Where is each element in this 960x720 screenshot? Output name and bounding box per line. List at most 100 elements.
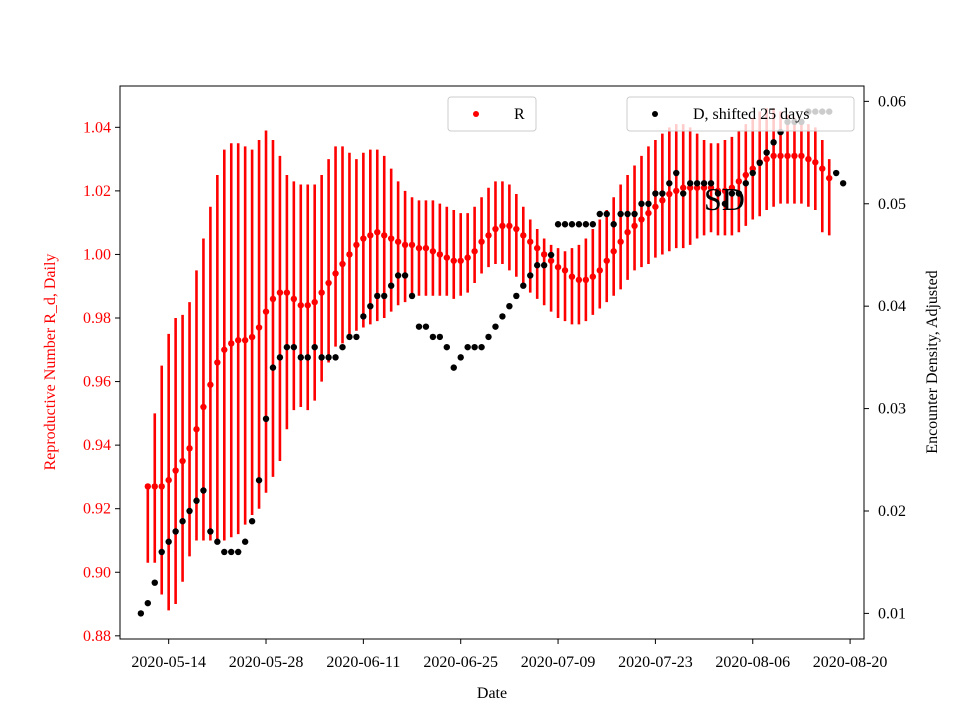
d-point <box>735 190 743 197</box>
r-point <box>381 232 388 239</box>
y-left-tick-label: 0.90 <box>83 564 111 581</box>
y-left-tick-label: 0.92 <box>83 501 111 518</box>
y-left-axis-ticks: 0.88 0.90 0.92 0.94 0.96 0.98 1.00 1.02 1.04 <box>83 119 120 645</box>
r-point <box>179 457 186 465</box>
y-left-tick-label: 1.00 <box>83 246 111 263</box>
r-point <box>394 238 402 245</box>
r-point <box>631 222 638 230</box>
d-point <box>464 343 471 351</box>
legend-d: D, shifted 25 days <box>626 96 855 132</box>
d-point-layer <box>137 108 847 617</box>
d-point <box>207 528 214 535</box>
y-right-tick-label: 0.06 <box>878 93 906 110</box>
d-point <box>394 272 402 279</box>
d-point <box>304 354 311 361</box>
d-point <box>318 354 325 361</box>
plot-frame <box>119 85 865 640</box>
legend-r-label: R <box>514 106 525 123</box>
r-point <box>554 263 562 271</box>
d-point <box>283 343 291 351</box>
d-point <box>165 538 172 545</box>
r-point <box>707 184 715 191</box>
r-point <box>248 333 256 341</box>
y-right-axis-label: Encounter Density, Adjusted <box>924 270 941 453</box>
r-point <box>283 289 291 296</box>
d-point <box>374 292 381 300</box>
r-point <box>478 238 485 245</box>
d-point <box>561 221 569 228</box>
r-point <box>819 165 826 172</box>
x-axis-ticks: 2020-05-14 2020-05-28 2020-06-11 2020-06-25… <box>131 639 887 671</box>
d-point <box>179 518 186 525</box>
r-point <box>666 190 673 198</box>
d-point <box>346 333 353 341</box>
x-tick-label: 2020-08-20 <box>813 654 888 671</box>
d-point <box>221 548 228 556</box>
d-point <box>186 507 193 515</box>
r-point <box>422 244 430 252</box>
d-point <box>749 169 756 177</box>
legend-d-label: D, shifted 25 days <box>693 106 809 123</box>
d-point <box>673 169 680 177</box>
d-point <box>631 210 638 218</box>
d-point <box>589 221 597 228</box>
r-point <box>798 152 805 160</box>
r-point <box>360 235 367 242</box>
r-point <box>297 302 304 309</box>
r-point <box>221 346 228 353</box>
r-point <box>241 337 249 344</box>
y-left-tick-label: 1.04 <box>83 119 111 136</box>
d-point <box>547 251 555 259</box>
r-point <box>353 241 360 249</box>
r-point <box>527 238 534 245</box>
d-point <box>624 210 631 218</box>
r-point <box>791 152 798 160</box>
r-point <box>742 171 749 179</box>
y-left-tick-label: 0.96 <box>83 374 111 391</box>
r-point <box>311 298 318 306</box>
r-point <box>575 276 583 284</box>
d-point <box>325 354 332 361</box>
y-right-tick-label: 0.05 <box>878 196 906 213</box>
d-point <box>666 180 673 187</box>
d-point <box>172 528 179 535</box>
r-point <box>561 267 569 274</box>
d-point <box>707 180 715 187</box>
r-point <box>158 483 165 490</box>
d-point <box>241 538 249 545</box>
r-point <box>728 184 736 191</box>
x-tick-label: 2020-08-06 <box>715 654 790 671</box>
x-tick-label: 2020-06-25 <box>423 654 498 671</box>
x-tick-label: 2020-07-23 <box>618 654 693 671</box>
y-right-tick-label: 0.04 <box>878 298 906 315</box>
y-right-tick-label: 0.03 <box>878 401 906 418</box>
r-point <box>186 445 193 452</box>
sd-annotation: SD <box>704 181 745 217</box>
d-point <box>659 190 666 197</box>
d-point <box>248 518 256 525</box>
r-point <box>228 340 235 347</box>
r-point <box>805 155 812 163</box>
r-point <box>520 232 527 239</box>
r-point <box>686 184 694 191</box>
d-point <box>645 200 652 207</box>
r-point <box>276 289 284 296</box>
d-point <box>401 272 409 279</box>
y-left-tick-label: 0.94 <box>83 437 111 454</box>
d-point <box>228 548 235 556</box>
r-point <box>680 184 687 191</box>
r-point <box>193 426 200 433</box>
d-point <box>575 221 583 228</box>
r-point <box>485 232 492 239</box>
r-point <box>332 270 339 277</box>
d-point <box>137 610 145 617</box>
d-point <box>255 477 263 484</box>
r-point <box>436 251 444 258</box>
r-point <box>610 248 617 255</box>
r-point <box>700 184 708 191</box>
d-point <box>763 149 770 156</box>
d-point <box>638 200 645 207</box>
d-point <box>158 548 165 556</box>
d-point <box>832 169 840 177</box>
r-point <box>645 209 652 217</box>
